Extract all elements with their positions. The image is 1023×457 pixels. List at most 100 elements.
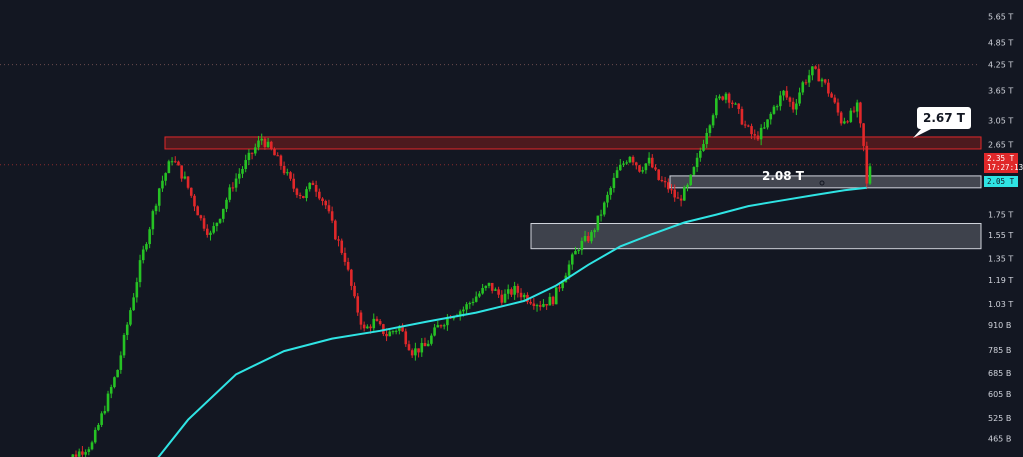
candle-body bbox=[705, 132, 709, 145]
candle-body bbox=[740, 108, 744, 125]
candle-body bbox=[551, 296, 555, 305]
candle-up bbox=[145, 242, 148, 252]
candle-up bbox=[503, 289, 507, 304]
candle-up bbox=[481, 283, 484, 295]
candle-up bbox=[647, 152, 651, 166]
candle-down bbox=[721, 95, 725, 101]
candle-up bbox=[759, 124, 763, 146]
candle-down bbox=[551, 295, 555, 307]
candle-body bbox=[183, 176, 187, 179]
candle-up bbox=[484, 285, 488, 291]
candle-up bbox=[90, 440, 94, 451]
candle-down bbox=[378, 319, 382, 326]
candle-down bbox=[292, 173, 296, 193]
candle-up bbox=[97, 423, 100, 431]
candle-body bbox=[257, 140, 260, 148]
candle-down bbox=[833, 94, 837, 104]
candle-body bbox=[87, 449, 91, 452]
candle-body bbox=[545, 303, 548, 306]
candle-body bbox=[314, 184, 318, 192]
candle-body bbox=[113, 377, 116, 388]
candle-body bbox=[109, 387, 113, 394]
candle-up bbox=[554, 287, 558, 305]
y-tick-label: 1.19 T bbox=[988, 276, 1013, 285]
candle-down bbox=[510, 287, 513, 297]
candle-body bbox=[532, 303, 536, 307]
candle-body bbox=[622, 163, 625, 165]
candle-up bbox=[795, 98, 798, 116]
candle-body bbox=[494, 289, 497, 291]
candle-up bbox=[699, 147, 702, 162]
candle-down bbox=[634, 161, 638, 170]
candle-down bbox=[324, 199, 328, 210]
callout-box bbox=[917, 107, 971, 129]
candle-up bbox=[266, 137, 270, 148]
candle-body bbox=[750, 126, 753, 135]
candle-down bbox=[519, 288, 523, 301]
ma-line bbox=[157, 186, 867, 457]
candle-up bbox=[420, 338, 424, 357]
candle-down bbox=[340, 238, 344, 255]
candle-up bbox=[801, 80, 805, 96]
candle-body bbox=[161, 180, 164, 189]
candle-body bbox=[695, 157, 699, 168]
candle-body bbox=[407, 344, 411, 351]
candle-body bbox=[330, 211, 334, 221]
candle-body bbox=[353, 285, 356, 297]
candle-body bbox=[785, 90, 789, 98]
candle-up bbox=[209, 230, 212, 241]
candle-down bbox=[318, 188, 321, 201]
candle-up bbox=[100, 411, 103, 428]
candle-body bbox=[205, 228, 209, 235]
candle-up bbox=[580, 237, 584, 255]
candle-down bbox=[727, 92, 731, 109]
candle-up bbox=[775, 104, 779, 111]
candle-body bbox=[439, 325, 443, 327]
candle-up bbox=[93, 427, 97, 444]
candle-body bbox=[417, 348, 420, 353]
candle-body bbox=[654, 167, 657, 170]
candle-body bbox=[852, 110, 856, 112]
candle-body bbox=[318, 191, 321, 199]
candle-up bbox=[257, 135, 260, 151]
candle-down bbox=[756, 131, 760, 141]
candle-body bbox=[132, 297, 135, 311]
candle-body bbox=[327, 205, 331, 212]
candle-down bbox=[186, 176, 190, 190]
y-tick-label: 685 B bbox=[988, 369, 1011, 378]
candle-body bbox=[129, 310, 132, 325]
candle-body bbox=[827, 82, 830, 94]
candle-up bbox=[625, 160, 628, 166]
candle-body bbox=[510, 289, 513, 295]
candle-body bbox=[189, 187, 193, 196]
candle-body bbox=[660, 179, 664, 182]
candle-down bbox=[353, 282, 356, 299]
candle-body bbox=[100, 413, 103, 425]
candle-body bbox=[154, 205, 158, 212]
candle-body bbox=[394, 330, 398, 332]
candle-up bbox=[433, 323, 436, 337]
candle-body bbox=[772, 106, 776, 114]
support-zone bbox=[669, 175, 982, 189]
last-price-label: 2.35 T bbox=[987, 154, 1015, 163]
candle-up bbox=[609, 186, 612, 200]
candle-up bbox=[372, 313, 376, 331]
candle-down bbox=[199, 214, 203, 221]
candle-down bbox=[231, 182, 235, 192]
candle-down bbox=[189, 187, 193, 198]
candle-up bbox=[798, 87, 801, 107]
candle-up bbox=[221, 208, 225, 223]
candle-body bbox=[241, 168, 244, 174]
candle-down bbox=[337, 235, 340, 247]
candle-up bbox=[394, 329, 398, 335]
candle-up bbox=[148, 226, 151, 249]
ma-price-label: 2.05 T bbox=[987, 177, 1015, 186]
candle-down bbox=[497, 286, 500, 298]
candle-body bbox=[311, 182, 315, 185]
candle-down bbox=[282, 161, 286, 176]
candle-body bbox=[727, 93, 731, 103]
candle-body bbox=[522, 294, 526, 298]
candle-body bbox=[593, 230, 596, 233]
candle-up bbox=[615, 166, 619, 179]
